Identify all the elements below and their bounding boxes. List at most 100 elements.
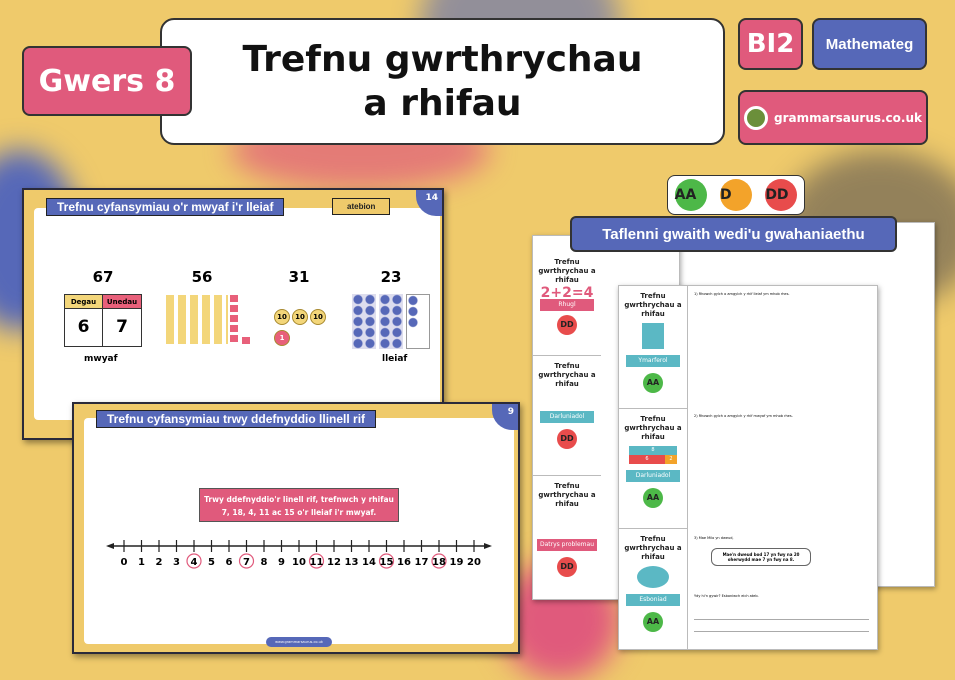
largest-label: mwyaf (84, 354, 118, 364)
worksheet-front: Trefnu gwrthrychau a rhifau Ymarferol AA… (618, 285, 878, 650)
coin: 10 (292, 309, 308, 325)
answer-lines (694, 608, 869, 643)
tick-label: 4 (191, 557, 198, 568)
slide-title: Trefnu cyfansymiau o'r mwyaf i'r lleiaf (46, 198, 285, 216)
arrow-left-icon (106, 543, 114, 549)
instruction-box: Trwy ddefnyddio'r linell rif, trefnwch y… (199, 488, 399, 522)
subject-badge: Mathemateg (812, 18, 927, 70)
slide-number-line: Trefnu cyfansymiau trwy ddefnyddio lline… (72, 402, 520, 654)
worksheets-banner: Taflenni gwaith wedi'u gwahaniaethu (570, 216, 897, 252)
bar-whole: 8 (629, 446, 677, 455)
level-badge-aa: AA (643, 373, 663, 393)
slide-ordering-largest-smallest: Trefnu cyfansymiau o'r mwyaf i'r lleiaf … (22, 188, 444, 440)
tick-label: 20 (467, 557, 481, 568)
page-title: Trefnu gwrthrychau a rhifau (160, 18, 725, 145)
worksheet-type-label: Rhugl (540, 299, 594, 311)
tick-label: 17 (415, 557, 429, 568)
bar-model: 8 6 2 (629, 446, 677, 464)
ten-frames (352, 294, 430, 349)
answers-tag: atebion (332, 198, 391, 215)
tick-label: 9 (278, 557, 285, 568)
level-badge-dd: DD (557, 557, 577, 577)
tick-label: 19 (450, 557, 464, 568)
website-badge[interactable]: grammarsaurus.co.uk (738, 90, 928, 145)
amount-number: 67 (92, 268, 114, 286)
tick-label: 0 (121, 557, 128, 568)
bar-part: 2 (665, 455, 677, 464)
lesson-badge: Gwers 8 (22, 46, 192, 116)
tick-label: 11 (310, 557, 324, 568)
tick-label: 7 (243, 557, 250, 568)
tick-label: 8 (261, 557, 268, 568)
number-line: 0 1 2 3 4 5 6 7 8 9 10 11 12 13 14 15 16 17 18 19 20 (106, 540, 492, 569)
sheet-title: Trefnu gwrthrychau a rhifau (624, 415, 682, 441)
tick-label: 10 (292, 557, 306, 568)
circled-number (238, 553, 255, 569)
tens-value: 6 (65, 309, 103, 346)
place-value-table: Degau Unedau 6 7 (64, 294, 142, 347)
tick-label: 3 (173, 557, 180, 568)
tick-label: 15 (380, 557, 394, 568)
question-1: 1) Rhowch gylch o amgylch y rhif lleiaf … (694, 292, 790, 296)
tick-label: 2 (156, 557, 163, 568)
tick-label: 1 (138, 557, 145, 568)
badge-d: D (719, 179, 752, 211)
amount-number: 23 (380, 268, 402, 286)
tick-label: 13 (345, 557, 359, 568)
sheet-title: Trefnu gwrthrychau a rhifau (538, 258, 596, 284)
coin: 10 (310, 309, 326, 325)
speech-text: Mae'n dweud bod 17 yn fwy na 20 oherwydd… (711, 548, 811, 566)
title-line-2: a rhifau (363, 82, 522, 124)
instruction-line-2: 7, 18, 4, 11 ac 15 o'r lleiaf i'r mwyaf. (221, 508, 377, 517)
units-header: Unedau (103, 295, 141, 309)
sheet-title: Trefnu gwrthrychau a rhifau (624, 292, 682, 318)
base-ten-blocks (166, 295, 256, 345)
equation: 2+2=4 (540, 285, 594, 301)
level-badge-aa: AA (643, 488, 663, 508)
level-badge: BI2 (738, 18, 803, 70)
tick-label: 14 (362, 557, 376, 568)
sheet-title: Trefnu gwrthrychau a rhifau (538, 482, 596, 508)
tick-label: 5 (208, 557, 215, 568)
tick-label: 16 (397, 557, 411, 568)
circled-number (378, 553, 395, 569)
tens-header: Degau (65, 295, 103, 309)
tick-label: 12 (327, 557, 341, 568)
slide-title: Trefnu cyfansymiau trwy ddefnyddio lline… (96, 410, 377, 428)
tick-label: 18 (432, 557, 446, 568)
level-badge-dd: DD (557, 315, 577, 335)
question-3: 3) Mae Milo yn dweud, (694, 536, 734, 540)
footer-website[interactable]: www.grammarsaurus.co.uk (266, 637, 332, 647)
worksheet-type-label: Datrys problemau (537, 539, 597, 551)
worksheet-type-label: Esboniad (626, 594, 680, 606)
arrow-right-icon (484, 543, 492, 549)
circled-number (186, 553, 202, 569)
coins: 10 10 10 1 (274, 304, 336, 346)
speech-bubble-icon (637, 566, 669, 588)
badge-aa: AA (674, 179, 707, 211)
coin: 10 (274, 309, 290, 325)
units-value: 7 (116, 317, 128, 337)
instruction-line-1: Trwy ddefnyddio'r linell rif, trefnwch y… (204, 495, 394, 504)
worksheet-type-label: Darluniadol (540, 411, 594, 423)
amount-number: 31 (288, 268, 310, 286)
circled-number (308, 553, 325, 569)
level-badges: AA D DD (667, 175, 805, 215)
title-line-1: Trefnu gwrthrychau (242, 38, 643, 80)
bar-part: 6 (629, 455, 665, 464)
badge-dd: DD (765, 179, 798, 211)
level-badge-aa: AA (643, 612, 663, 632)
sheet-title: Trefnu gwrthrychau a rhifau (624, 535, 682, 561)
tick-label: 6 (226, 557, 233, 568)
worksheet-type-label: Ymarferol (626, 355, 680, 367)
amount-number: 56 (191, 268, 213, 286)
sheet-title: Trefnu gwrthrychau a rhifau (538, 362, 596, 388)
website-text: grammarsaurus.co.uk (773, 110, 922, 125)
smallest-label: lleiaf (382, 354, 408, 364)
circled-number (431, 553, 447, 569)
worksheet-type-label: Darluniadol (626, 470, 680, 482)
grammarsaurus-logo-icon (743, 105, 768, 130)
question-2: 2) Rhowch gylch o amgylch y rhif mwyaf y… (694, 414, 793, 418)
question-3-prompt: Ydy hi'n gywir? Esboniwch eich ateb. (694, 594, 759, 598)
coin: 1 (274, 330, 290, 346)
